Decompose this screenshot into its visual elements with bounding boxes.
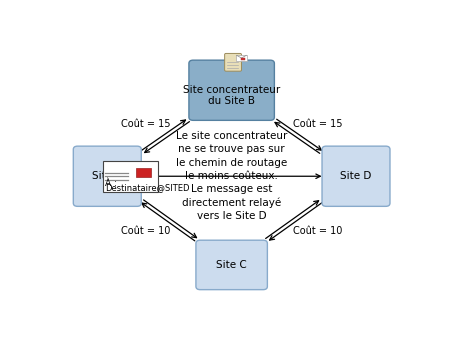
Text: Site concentrateur
du Site B: Site concentrateur du Site B [183, 85, 280, 106]
FancyBboxPatch shape [189, 60, 274, 120]
Text: Site A: Site A [92, 171, 122, 181]
Text: Site C: Site C [216, 260, 247, 270]
Text: Le site concentrateur
ne se trouve pas sur
le chemin de routage
le moins coûteux: Le site concentrateur ne se trouve pas s… [175, 131, 287, 221]
Text: Site D: Site D [340, 171, 371, 181]
Text: Destinataire@SITED: Destinataire@SITED [105, 183, 189, 192]
Text: Coût = 10: Coût = 10 [121, 227, 170, 236]
Text: Coût = 10: Coût = 10 [292, 227, 341, 236]
FancyBboxPatch shape [240, 58, 245, 60]
FancyBboxPatch shape [224, 53, 241, 71]
FancyBboxPatch shape [136, 168, 151, 177]
Text: Coût = 15: Coût = 15 [292, 119, 341, 129]
FancyBboxPatch shape [73, 146, 141, 206]
FancyBboxPatch shape [236, 55, 246, 61]
Text: Coût = 15: Coût = 15 [121, 119, 170, 129]
FancyBboxPatch shape [321, 146, 389, 206]
FancyBboxPatch shape [102, 161, 157, 192]
Text: À :: À : [105, 179, 117, 188]
FancyBboxPatch shape [195, 240, 267, 290]
